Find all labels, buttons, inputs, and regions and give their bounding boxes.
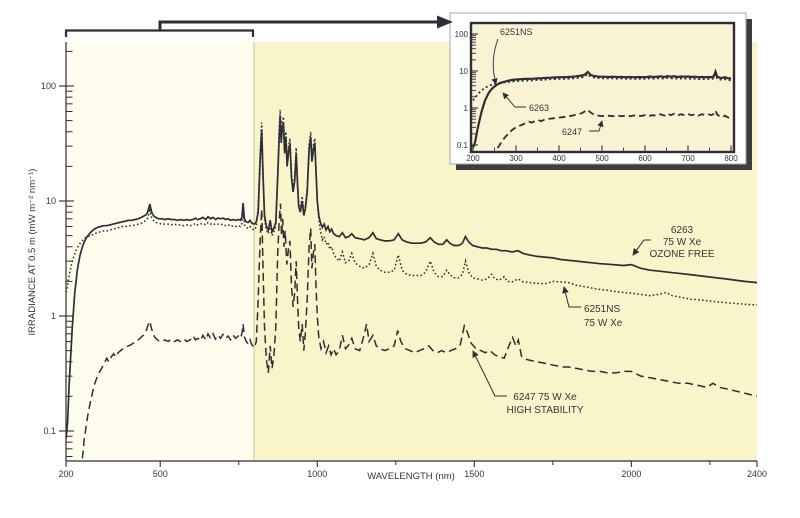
tick-label: 2400	[747, 469, 767, 479]
inset-annotation-6251ns-label: 6251NS	[500, 27, 533, 37]
uv-region-bracket	[64, 29, 255, 37]
tick-label: 1500	[464, 469, 484, 479]
annotation-6263-line2: 75 W Xe	[663, 237, 702, 248]
annotation-6251ns: 6251NS 75 W Xe	[562, 286, 623, 329]
annotation-6263-arrow	[632, 239, 651, 256]
tick-label: 1000	[307, 469, 327, 479]
annotation-6247-line2: HIGH STABILITY	[506, 405, 583, 416]
tick-label: 10	[459, 67, 468, 76]
inset-annotation-6247: 6247	[562, 120, 604, 137]
annotation-6247-line1: 6247 75 W Xe	[513, 392, 577, 403]
uv-vis-band	[66, 42, 254, 461]
tick-label: 100	[41, 81, 56, 91]
inset-annotation-6247-arrow	[589, 120, 604, 132]
annotation-6247-arrow	[472, 350, 507, 397]
inset-annotation-6263-arrow	[502, 92, 526, 108]
inset-annotation-6263: 6263	[502, 92, 549, 113]
inset-curve-6247	[495, 108, 732, 151]
inset-curves	[472, 68, 732, 151]
tick-label: 10	[46, 196, 56, 206]
curve-6251NS	[66, 109, 757, 306]
annotation-6251ns-line1: 6251NS	[584, 304, 620, 315]
tick-label: 200	[58, 469, 73, 479]
zoom-callout	[64, 15, 453, 37]
tick-label: 100	[455, 30, 469, 39]
tick-label: 500	[595, 154, 609, 163]
tick-label: 1	[51, 311, 56, 321]
tick-label: 300	[509, 154, 523, 163]
tick-label: 0.1	[43, 426, 56, 436]
inset-pointer-arrowhead-icon	[437, 15, 453, 29]
annotation-6263-line1: 6263	[671, 225, 694, 236]
tick-label: 500	[153, 469, 168, 479]
main-curves	[66, 109, 757, 461]
inset-annotation-6247-label: 6247	[562, 127, 582, 137]
inset-annotation-6251ns-arrow	[491, 38, 499, 85]
annotation-6251ns-line2: 75 W Xe	[584, 318, 623, 329]
annotation-6263-line3: OZONE FREE	[649, 249, 714, 260]
curve-6247	[81, 203, 757, 461]
tick-label: 600	[638, 154, 652, 163]
inset-plot-area	[469, 21, 736, 154]
curve-6263	[66, 115, 757, 440]
tick-label: 700	[681, 154, 695, 163]
inset-curve-6251NS	[472, 71, 732, 102]
tick-label: 0.1	[457, 141, 469, 150]
inset-axis-ticks: 100 10 1 0.1 200 300 400 500 600 700 800	[455, 30, 739, 163]
inset-chart: 100 10 1 0.1 200 300 400 500 600 700 800 6251NS 62…	[449, 12, 752, 170]
tick-label: 1	[464, 104, 469, 113]
x-axis-title: WAVELENGTH (nm)	[367, 471, 455, 482]
inset-annotation-6263-label: 6263	[529, 103, 549, 113]
tick-label: 200	[466, 154, 480, 163]
inset-pointer-line	[158, 20, 438, 31]
tick-label: 2000	[621, 469, 641, 479]
tick-label: 400	[552, 154, 566, 163]
tick-label: 800	[724, 154, 738, 163]
inset-annotation-6251ns: 6251NS	[491, 27, 533, 85]
annotation-6247: 6247 75 W Xe HIGH STABILITY	[472, 350, 584, 416]
annotation-6263: 6263 75 W Xe OZONE FREE	[632, 225, 715, 260]
annotation-6251ns-arrow	[562, 286, 581, 308]
y-axis-title: IRRADIANCE AT 0.5 m (mW m⁻² nm⁻¹)	[27, 169, 38, 336]
